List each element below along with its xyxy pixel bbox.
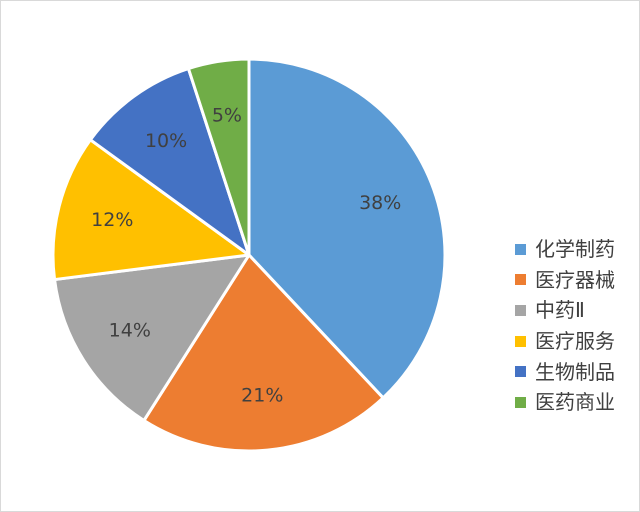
legend-label-3: 中药Ⅱ (535, 298, 585, 323)
legend-label-6: 医药商业 (535, 390, 615, 415)
pie-slice-3 (53, 253, 251, 422)
legend-item-2: 医疗器械 (515, 265, 615, 296)
data-label-4: 12% (91, 209, 133, 231)
legend-swatch-5 (515, 366, 526, 378)
data-label-3: 14% (109, 320, 151, 342)
pie-slices (51, 57, 447, 453)
legend-item-1: 化学制药 (515, 234, 615, 265)
legend-item-5: 生物制品 (515, 356, 615, 387)
legend-label-1: 化学制药 (535, 237, 615, 262)
pie-data-labels: 38% 21% 14% 12% 10% 5% (91, 105, 401, 407)
legend-item-3: 中药Ⅱ (515, 295, 615, 326)
legend-item-6: 医药商业 (515, 387, 615, 418)
legend-label-5: 生物制品 (535, 359, 615, 384)
legend-label-4: 医疗服务 (535, 329, 615, 354)
legend-swatch-6 (515, 396, 526, 408)
data-label-6: 5% (212, 105, 242, 127)
legend-label-2: 医疗器械 (535, 267, 615, 292)
legend-swatch-4 (515, 335, 526, 347)
pie-slice-5 (88, 67, 251, 257)
legend-item-4: 医疗服务 (515, 326, 615, 357)
legend-swatch-1 (515, 243, 526, 255)
legend-swatch-2 (515, 274, 526, 286)
pie-slice-4 (51, 138, 251, 282)
legend: 化学制药 医疗器械 中药Ⅱ 医疗服务 生物制品 医药商业 (515, 234, 615, 418)
pie-slice-1 (247, 57, 447, 400)
pie-slice-2 (142, 253, 385, 453)
legend-swatch-3 (515, 304, 526, 316)
data-label-5: 10% (145, 130, 187, 152)
pie-slice-6 (186, 57, 251, 257)
data-label-2: 21% (241, 385, 283, 407)
data-label-1: 38% (359, 192, 401, 214)
